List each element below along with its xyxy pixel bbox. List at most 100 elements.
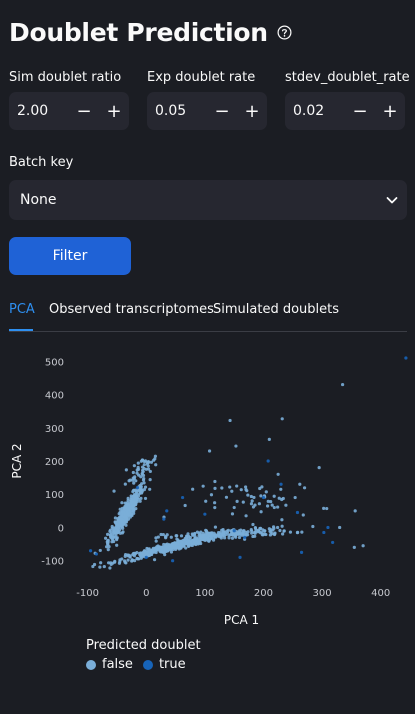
data-point-false xyxy=(159,532,163,537)
data-point-false xyxy=(213,525,218,529)
exp-doublet-rate-input[interactable]: 0.05 xyxy=(155,103,187,119)
data-point-false xyxy=(249,502,254,506)
data-point-false xyxy=(265,504,270,508)
data-point-true xyxy=(162,517,166,521)
data-point-true xyxy=(203,512,207,516)
increment-button[interactable]: + xyxy=(375,92,405,130)
data-point-false xyxy=(216,533,221,537)
data-point-false xyxy=(230,489,234,493)
data-point-false xyxy=(232,532,236,536)
data-point-false xyxy=(99,561,103,565)
data-point-false xyxy=(148,478,152,482)
data-point-false xyxy=(169,545,174,549)
data-point-false xyxy=(132,464,136,468)
data-point-false xyxy=(175,534,179,538)
minus-icon: − xyxy=(352,100,368,122)
data-point-false xyxy=(245,489,249,493)
data-point-false xyxy=(106,548,110,552)
data-point-false xyxy=(138,551,142,555)
data-point-false xyxy=(276,472,280,476)
legend: false true xyxy=(86,657,196,672)
data-point-false xyxy=(163,553,167,557)
increment-button[interactable]: + xyxy=(237,92,267,130)
data-point-true xyxy=(261,495,266,500)
batch-key-select[interactable]: None xyxy=(9,180,407,220)
data-point-true xyxy=(295,510,300,515)
help-icon[interactable] xyxy=(277,25,292,40)
data-point-false xyxy=(98,548,102,553)
data-point-true xyxy=(165,509,169,513)
data-point-true xyxy=(144,555,148,559)
data-point-false xyxy=(132,509,136,513)
data-point-false xyxy=(302,486,307,490)
data-point-false xyxy=(130,500,135,504)
data-point-false xyxy=(264,490,268,494)
data-point-false xyxy=(278,528,282,533)
decrement-button[interactable]: − xyxy=(207,92,237,130)
tab-pca[interactable]: PCA xyxy=(9,302,35,317)
stdev-doublet-rate-input[interactable]: 0.02 xyxy=(293,103,325,119)
data-point-false xyxy=(142,463,146,467)
data-point-false xyxy=(149,460,154,464)
data-point-false xyxy=(120,514,124,518)
data-point-false xyxy=(223,530,227,534)
decrement-button[interactable]: − xyxy=(69,92,99,130)
plus-icon: + xyxy=(244,100,260,122)
data-point-false xyxy=(131,478,135,482)
data-point-false xyxy=(160,548,164,552)
page-title: Doublet Prediction xyxy=(9,18,268,47)
x-tick-label: -100 xyxy=(76,588,99,599)
data-point-false xyxy=(199,541,203,546)
stdev-doublet-rate-label: stdev_doublet_rate xyxy=(285,70,410,85)
sim-doublet-ratio-input[interactable]: 2.00 xyxy=(17,103,49,119)
data-point-false xyxy=(132,481,136,485)
legend-item-true[interactable]: true xyxy=(142,657,186,672)
sim-doublet-ratio-stepper[interactable]: 2.00 − + xyxy=(9,92,129,130)
data-point-false xyxy=(232,505,236,510)
data-point-false xyxy=(246,493,250,497)
data-point-false xyxy=(124,506,128,510)
data-point-false xyxy=(120,501,124,505)
data-point-false xyxy=(138,499,142,503)
data-point-false xyxy=(176,545,181,549)
data-point-false xyxy=(115,536,119,540)
data-point-false xyxy=(187,543,191,548)
data-point-false xyxy=(352,545,356,549)
data-point-false xyxy=(267,437,271,441)
stdev-doublet-rate-stepper[interactable]: 0.02 − + xyxy=(285,92,405,130)
data-point-false xyxy=(228,485,232,489)
data-point-false xyxy=(279,487,283,491)
decrement-button[interactable]: − xyxy=(345,92,375,130)
increment-button[interactable]: + xyxy=(99,92,129,130)
data-point-false xyxy=(108,566,112,570)
data-point-true xyxy=(279,482,283,486)
data-point-false xyxy=(182,538,187,542)
data-point-false xyxy=(103,536,108,540)
y-axis-label: PCA 2 xyxy=(10,443,24,478)
exp-doublet-rate-stepper[interactable]: 0.05 − + xyxy=(147,92,267,130)
data-point-false xyxy=(156,535,160,539)
data-point-true xyxy=(180,495,185,500)
data-point-false xyxy=(288,530,293,534)
data-point-false xyxy=(124,523,128,527)
data-point-false xyxy=(186,532,190,536)
filter-button[interactable]: Filter xyxy=(9,237,131,275)
tab-observed-transcriptomes[interactable]: Observed transcriptomes xyxy=(49,302,214,317)
data-point-false xyxy=(244,532,248,536)
x-axis-label: PCA 1 xyxy=(224,613,259,627)
data-point-false xyxy=(204,499,208,503)
tab-simulated-doublets[interactable]: Simulated doublets xyxy=(213,302,340,317)
chevron-down-icon[interactable] xyxy=(377,180,407,220)
data-point-false xyxy=(130,559,134,563)
pca-scatter-chart[interactable]: -100 0 100 200 300 400 500 -100 0 100 200 300 400 PCA… xyxy=(0,345,415,635)
data-point-false xyxy=(311,524,315,529)
x-tick-label: 0 xyxy=(143,588,149,599)
data-point-false xyxy=(151,550,155,554)
data-point-false xyxy=(341,382,345,387)
data-point-false xyxy=(240,533,244,537)
data-point-false xyxy=(273,531,277,535)
data-point-false xyxy=(282,529,286,533)
data-point-false xyxy=(164,535,168,539)
legend-item-false[interactable]: false xyxy=(86,657,133,672)
data-point-false xyxy=(211,538,216,542)
